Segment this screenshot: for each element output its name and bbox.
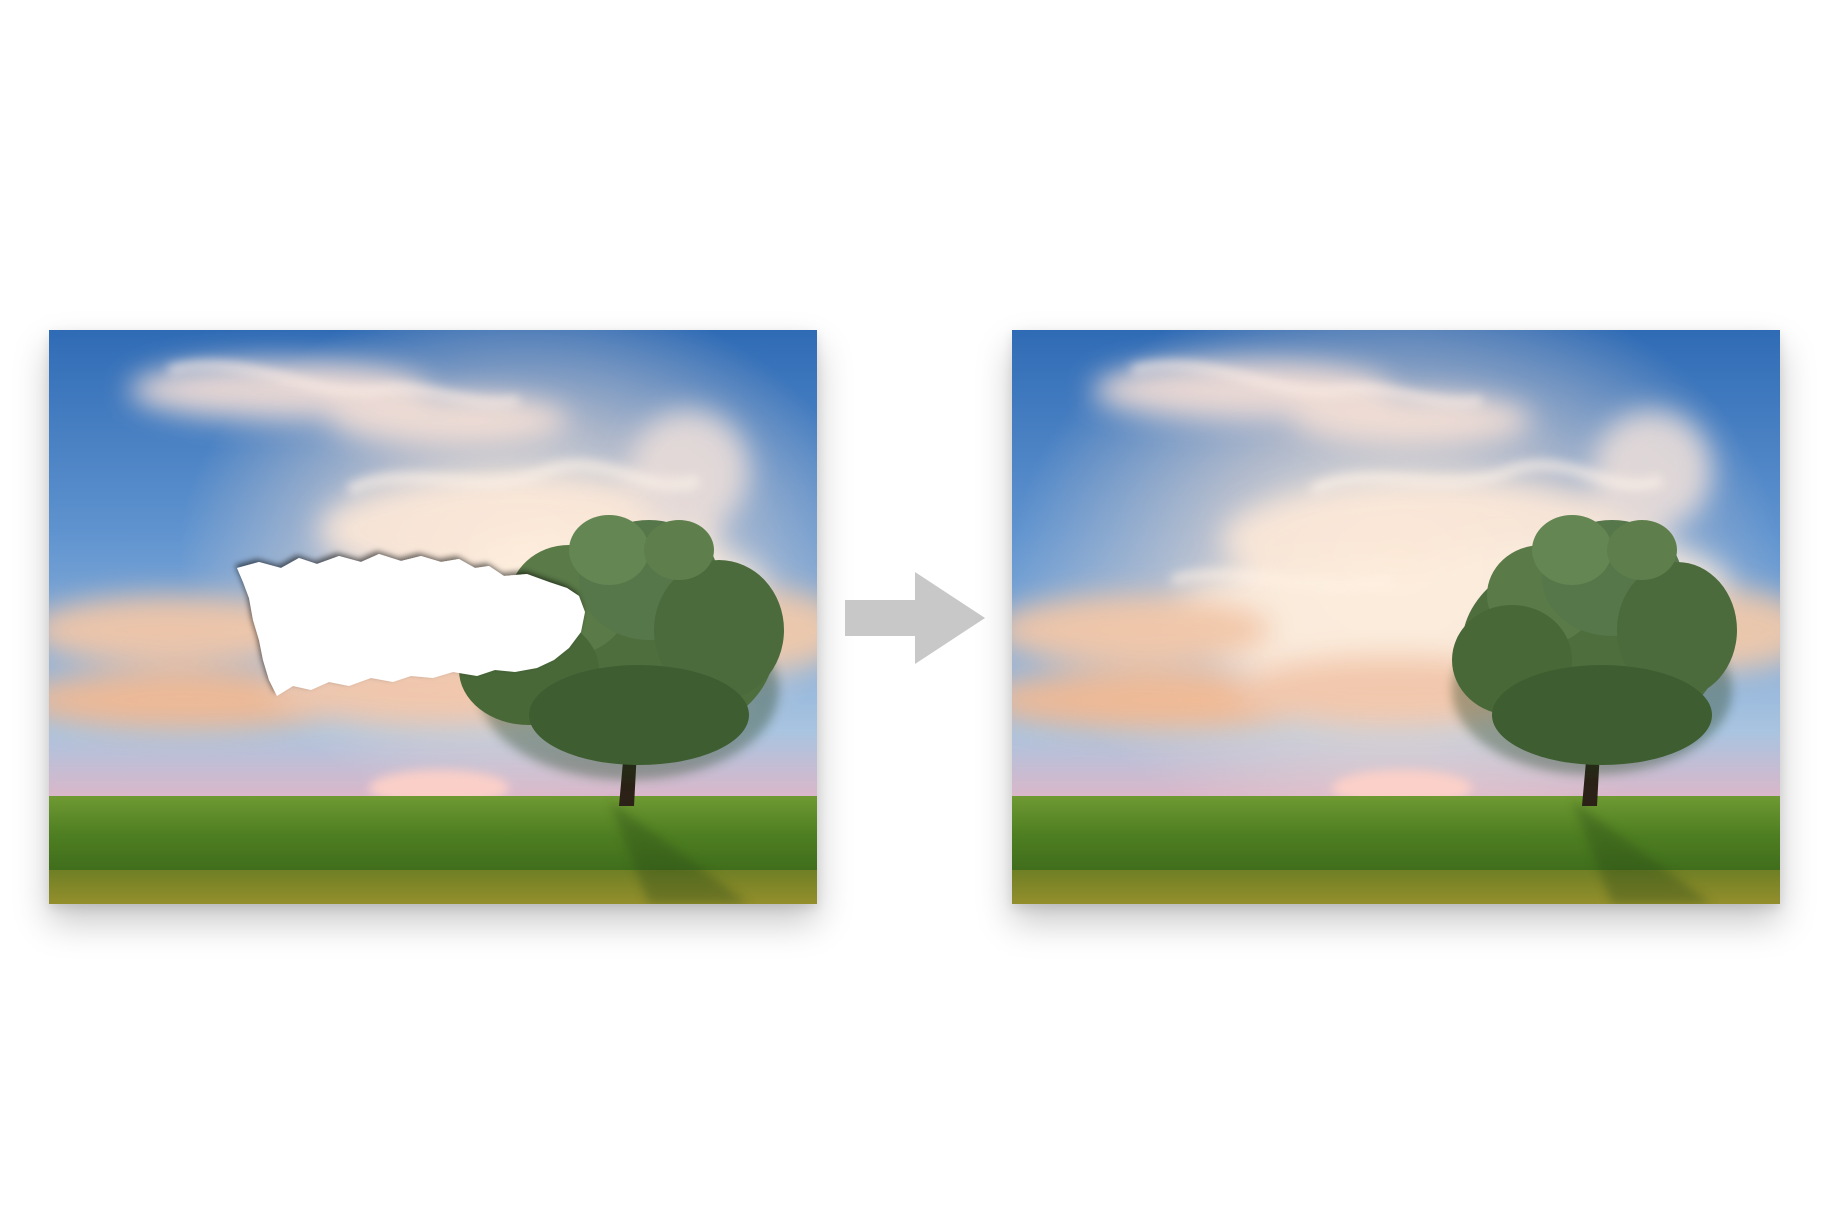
damaged-photo-image (49, 330, 817, 904)
restored-photo (1012, 330, 1780, 904)
restored-photo-image (1012, 330, 1780, 904)
right-arrow-icon (845, 572, 985, 664)
torn-hole (237, 554, 585, 696)
tree (1452, 515, 1737, 806)
damaged-photo (49, 330, 817, 904)
